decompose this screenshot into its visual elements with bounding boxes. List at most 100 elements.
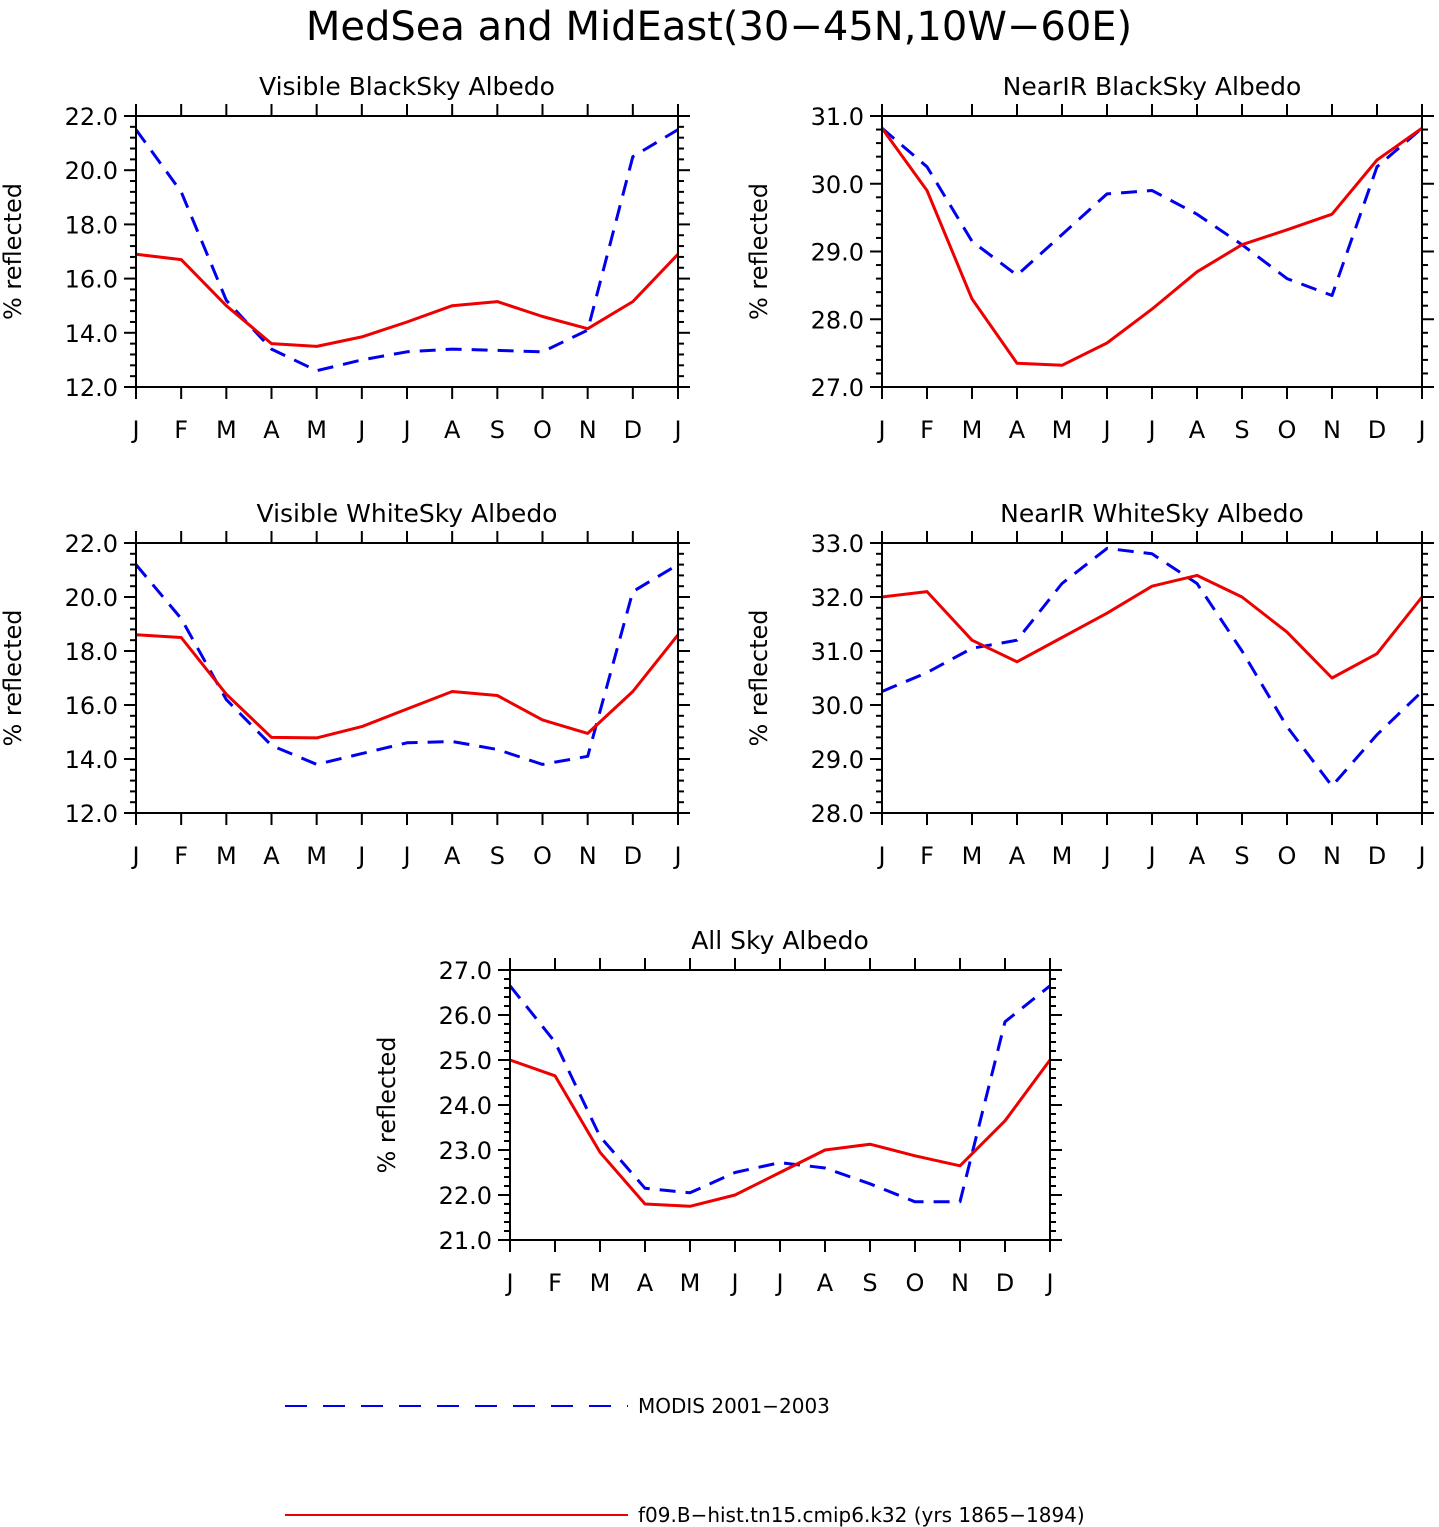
x-tick-label: A [817,1269,834,1297]
x-tick-label: J [672,416,681,444]
x-tick-label: N [579,416,597,444]
series-line-model [881,573,1424,680]
x-tick-label: F [920,416,934,444]
x-tick-label: J [729,1269,738,1297]
x-tick-label: O [1278,416,1297,444]
x-tick-label: A [444,416,461,444]
x-tick-label: J [876,416,885,444]
x-tick-label: A [1189,416,1206,444]
y-tick-label: 30.0 [811,692,864,720]
y-tick-label: 12.0 [65,800,118,828]
x-tick-label: O [906,1269,925,1297]
x-tick-label: J [774,1269,783,1297]
x-tick-label: A [263,842,280,870]
y-tick-label: 30.0 [811,171,864,199]
x-tick-label: N [1323,416,1341,444]
x-tick-label: M [680,1269,701,1297]
x-tick-label: J [130,842,139,870]
x-tick-label: J [1146,416,1155,444]
plot-frame [509,969,1051,1241]
x-tick-label: S [862,1269,877,1297]
y-axis-label: % reflected [0,609,27,746]
x-tick-label: A [444,842,461,870]
x-tick-label: J [1416,416,1425,444]
x-tick-label: D [1368,416,1386,444]
plot-frame [881,115,1423,388]
y-tick-label: 26.0 [439,1002,492,1030]
x-tick-label: J [401,842,410,870]
panel-title: Visible BlackSky Albedo [259,72,555,101]
y-tick-label: 31.0 [811,638,864,666]
plot-frame [135,115,679,388]
y-tick-label: 27.0 [439,957,492,985]
y-axis-label: % reflected [745,183,773,320]
series-line-model [509,1058,1052,1208]
y-axis-label: % reflected [373,1036,401,1173]
y-axis-label: % reflected [745,609,773,746]
panel-title: NearIR BlackSky Albedo [1003,72,1302,101]
y-tick-label: 33.0 [811,530,864,558]
x-tick-label: D [624,842,642,870]
y-tick-label: 31.0 [811,103,864,131]
x-tick-label: J [1044,1269,1053,1297]
x-tick-label: D [996,1269,1014,1297]
x-tick-label: J [1101,416,1110,444]
panel-title: All Sky Albedo [691,926,869,955]
plot-frame [135,542,679,814]
x-tick-label: D [624,416,642,444]
x-tick-label: J [1146,842,1155,870]
y-tick-label: 22.0 [439,1182,492,1210]
y-tick-label: 25.0 [439,1047,492,1075]
x-tick-label: J [356,842,365,870]
x-tick-label: A [637,1269,654,1297]
series-line-model [135,252,680,348]
y-tick-label: 14.0 [65,746,118,774]
x-tick-label: A [1009,842,1026,870]
x-tick-label: M [306,416,327,444]
x-tick-label: O [533,416,552,444]
y-axis-label: % reflected [0,183,27,320]
x-tick-label: M [962,416,983,444]
x-tick-label: S [490,842,505,870]
y-tick-label: 22.0 [65,530,118,558]
legend: MODIS 2001−2003 f09.B−hist.tn15.cmip6.k32… [285,1394,1085,1527]
y-tick-label: 27.0 [811,374,864,402]
x-tick-label: M [306,842,327,870]
x-tick-label: M [962,842,983,870]
x-tick-label: M [1052,416,1073,444]
x-tick-label: S [1234,842,1249,870]
x-tick-label: F [548,1269,562,1297]
legend-label-modis: MODIS 2001−2003 [638,1394,830,1418]
x-tick-label: O [1278,842,1297,870]
series-line-modis [881,546,1424,788]
panel-title: Visible WhiteSky Albedo [257,499,558,528]
series-line-model [880,126,1423,367]
series-line-model [135,633,680,740]
y-tick-label: 12.0 [65,374,118,402]
x-tick-label: J [672,842,681,870]
figure-title: MedSea and MidEast(30−45N,10W−60E) [306,4,1132,50]
y-tick-label: 14.0 [65,320,118,348]
x-tick-label: S [1234,416,1249,444]
y-tick-label: 23.0 [439,1137,492,1165]
series-line-modis [134,128,679,373]
y-tick-label: 21.0 [439,1227,492,1255]
x-tick-label: A [1009,416,1026,444]
x-tick-label: J [1416,842,1425,870]
x-tick-label: M [216,842,237,870]
series-line-modis [881,127,1423,297]
x-tick-label: O [533,842,552,870]
x-tick-label: N [1323,842,1341,870]
x-tick-label: J [401,416,410,444]
x-tick-label: J [1101,842,1110,870]
x-tick-label: A [263,416,280,444]
series-line-modis [134,563,679,766]
y-tick-label: 24.0 [439,1092,492,1120]
y-tick-label: 16.0 [65,266,118,294]
x-tick-label: F [174,416,188,444]
